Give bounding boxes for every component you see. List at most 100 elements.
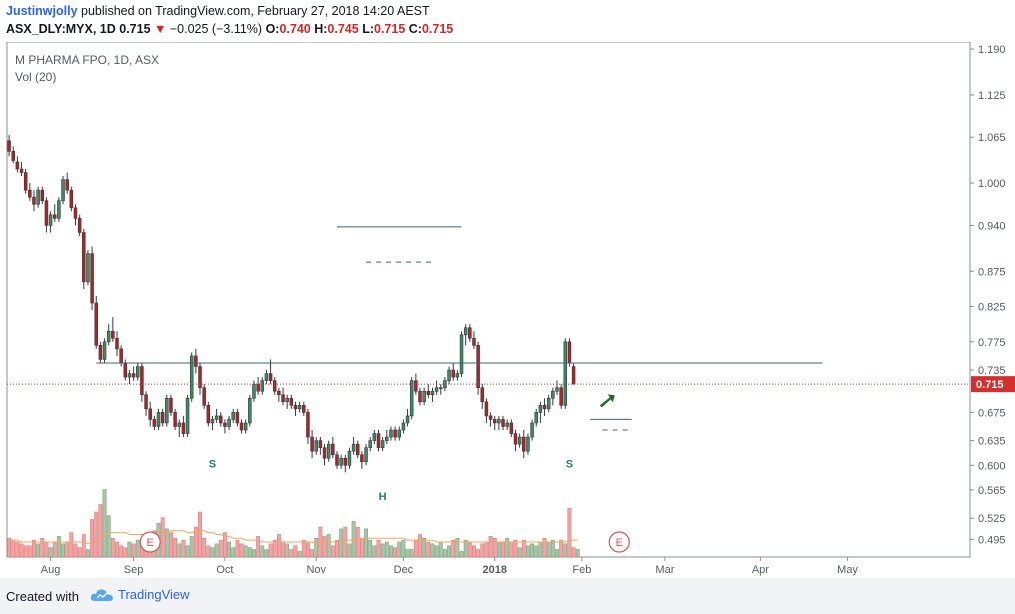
volume-bar [264,549,269,558]
candle-body [219,415,223,424]
volume-bar [301,539,306,558]
volume-bar [32,539,36,558]
cloud-icon [90,588,113,601]
candle-body [418,390,422,403]
candle-body [160,412,165,424]
volume-bar [48,547,53,558]
candle-body [551,390,555,399]
high-value: 0.745 [327,22,359,36]
volume-bar [521,539,526,558]
volume-bar [364,528,368,558]
candle-body [488,415,493,420]
time-tick-label: Aug [41,564,61,576]
candle-body [509,422,514,434]
price-chart[interactable]: S H S E E 1.190 1.125 1.065 1.000 0.940 0.875 0.82… [0,42,1015,578]
price-tick-label: 0.600 [978,460,1006,472]
candle-body [355,443,360,456]
arrow-icon [599,394,615,408]
candle-body [268,373,273,381]
candle-body [376,433,381,448]
time-tick-label: Mar [655,564,674,576]
tradingview-link[interactable]: TradingView [90,587,190,602]
volume-bar [206,545,211,558]
volume-bar [401,539,406,558]
candle-body [127,373,132,378]
volume-bar [380,543,385,558]
price-tick-label: 0.495 [978,534,1006,546]
candle-body [102,341,107,360]
volume-bar [131,543,136,558]
candle-body [505,422,509,427]
volume-bar [110,538,115,558]
last-price-tag [971,376,1015,393]
candle-body [94,302,98,346]
legend-title: M PHARMA FPO, 1D, ASX [15,53,159,67]
volume-bar [326,534,331,558]
candle-body [52,214,57,219]
candle-body [156,412,161,427]
candle-body [86,253,90,283]
volume-bar [181,539,186,558]
volume-bar [550,539,555,558]
pattern-label: S [209,458,216,470]
candle-body [248,397,252,424]
candle-body [447,369,451,381]
volume-bar [492,538,497,558]
candle-body [169,397,173,413]
candle-body [302,405,306,413]
close-label: C: [408,22,422,36]
candle-body [405,415,410,424]
candle-body [331,443,335,456]
volume-bar [169,532,173,558]
time-axis[interactable]: Aug Sep Oct Nov Dec 2018 Feb Mar Apr May [41,557,859,576]
volume-bar [413,539,418,558]
candle-body [32,196,36,205]
candle-body [69,189,74,209]
volume-bar [73,543,78,558]
volume-bar [260,545,265,558]
candle-body [36,189,40,205]
volume-bar [77,547,82,558]
volume-bar [56,536,61,558]
volume-bar [256,536,261,558]
candle-body [314,440,318,452]
volume-bar [297,551,302,558]
candle-body [555,387,559,392]
volume-bar [231,547,236,558]
volume-bar [239,543,244,558]
candle-body [546,397,551,410]
volume-bar [135,539,140,558]
time-tick-label: Apr [752,564,769,576]
candle-body [77,218,82,233]
price-axis[interactable]: 1.190 1.125 1.065 1.000 0.940 0.875 0.825 0.775… [970,44,1015,546]
volume-bar [476,549,481,558]
chart-header: Justinwjolly published on TradingView.co… [0,0,1015,40]
volume-bar [314,538,319,558]
volume-bar [177,543,182,558]
price-tick-label: 0.565 [978,485,1006,497]
candle-body [318,440,323,448]
candle-body [28,189,32,198]
candle-body [571,366,576,385]
volume-bar [451,539,456,558]
volume-bar [202,538,207,558]
volume-bar [293,545,298,558]
volume-bar [571,547,576,558]
time-tick-label: May [837,564,858,576]
earnings-marker [608,531,630,553]
author-link[interactable]: Justinwjolly [6,4,78,18]
candle-body [115,338,119,350]
candle-body [472,338,476,346]
close-value: 0.715 [421,22,454,36]
candle-body [227,419,231,427]
volume-bar [173,538,178,558]
symbol-label: ASX_DLY:MYX, 1D [6,22,116,36]
candle-body [202,387,206,406]
candle-body [44,200,49,226]
candle-body [23,172,28,191]
volume-bar [81,534,86,558]
tradingview-label: TradingView [118,587,190,602]
candle-body [335,454,339,466]
volume-bar [193,526,198,558]
volume-bar [322,536,327,558]
